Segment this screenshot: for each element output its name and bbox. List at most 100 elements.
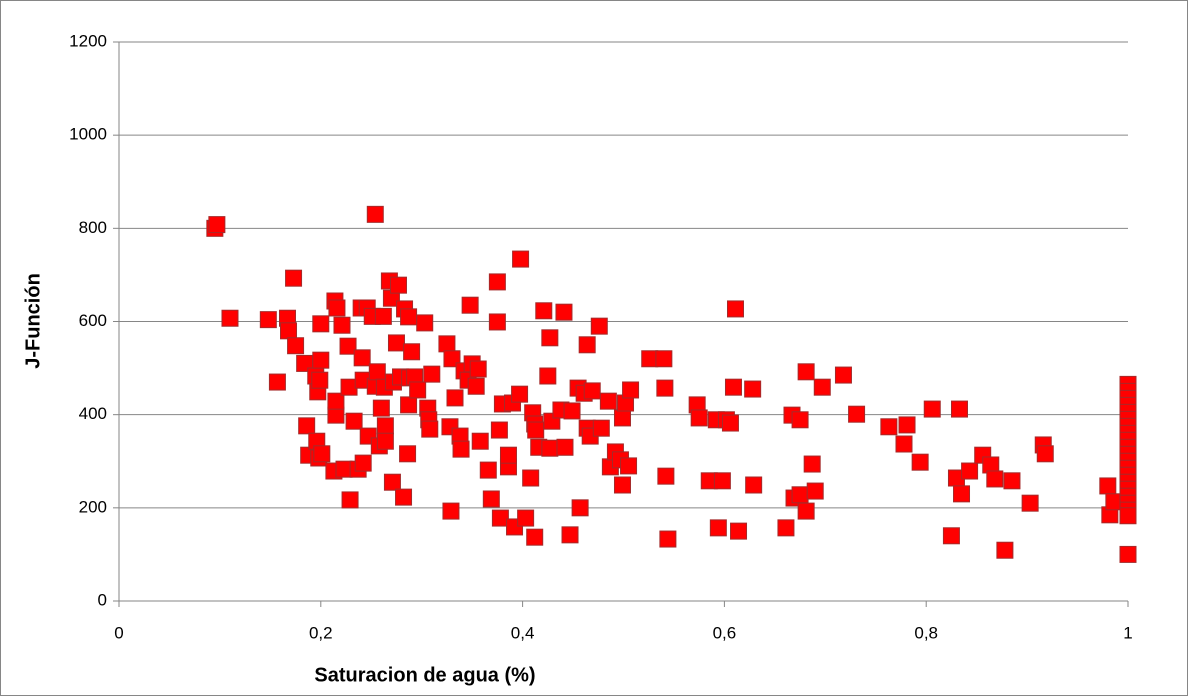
point [726, 300, 744, 318]
point [345, 412, 363, 430]
point [724, 378, 742, 396]
point [366, 205, 384, 223]
x-tick-label: 0 [114, 623, 123, 642]
point [311, 371, 329, 389]
point [834, 366, 852, 384]
point [563, 402, 581, 420]
point [613, 409, 631, 427]
point [389, 276, 407, 294]
point [1105, 493, 1123, 511]
point [1021, 494, 1039, 512]
point [353, 349, 371, 367]
point [512, 250, 530, 268]
point [656, 379, 674, 397]
point [622, 381, 640, 399]
point [387, 334, 405, 352]
point [1119, 545, 1137, 563]
point [583, 382, 601, 400]
point [592, 419, 610, 437]
point [395, 488, 413, 506]
point [221, 309, 239, 327]
marks [206, 205, 1137, 563]
point [488, 313, 506, 331]
point [556, 438, 574, 456]
point [446, 389, 464, 407]
point [655, 350, 673, 368]
point [777, 519, 795, 537]
point [312, 351, 330, 369]
point [730, 522, 748, 540]
point [511, 385, 529, 403]
y-tick-label: 1200 [69, 31, 107, 50]
point [613, 476, 631, 494]
point [409, 381, 427, 399]
point [813, 378, 831, 396]
point [848, 405, 866, 423]
y-tick-label: 0 [98, 590, 107, 609]
point [491, 509, 509, 527]
x-tick-label: 0,2 [309, 623, 333, 642]
point [461, 296, 479, 314]
point [578, 336, 596, 354]
point [880, 418, 898, 436]
point [328, 299, 346, 317]
point [641, 350, 659, 368]
y-axis-title: J-Función [22, 273, 44, 369]
point [399, 445, 417, 463]
point [986, 470, 1004, 488]
point [1099, 477, 1117, 495]
point [942, 527, 960, 545]
point [374, 307, 392, 325]
point [469, 360, 487, 378]
point [442, 502, 460, 520]
point [713, 472, 731, 490]
point [368, 363, 386, 381]
point [341, 491, 359, 509]
point [806, 482, 824, 500]
point [709, 519, 727, 537]
point [490, 421, 508, 439]
point [372, 399, 390, 417]
point [791, 411, 809, 429]
point [376, 417, 394, 435]
point [620, 457, 638, 475]
point [539, 367, 557, 385]
point [599, 392, 617, 410]
point [911, 453, 929, 471]
point [1003, 472, 1021, 490]
point [517, 509, 535, 527]
point [590, 317, 608, 335]
point [791, 486, 809, 504]
x-axis-title: Saturacion de agua (%) [314, 664, 535, 686]
point [996, 541, 1014, 559]
point [499, 446, 517, 464]
point [535, 302, 553, 320]
point [1119, 507, 1137, 525]
point [471, 432, 489, 450]
point [961, 462, 979, 480]
x-tick-label: 0,4 [511, 623, 535, 642]
point [1036, 445, 1054, 463]
point [403, 343, 421, 361]
point [527, 421, 545, 439]
y-tick-label: 600 [79, 311, 107, 330]
point [376, 432, 394, 450]
point [208, 216, 226, 234]
y-tick-label: 400 [79, 404, 107, 423]
point [268, 373, 286, 391]
point [416, 314, 434, 332]
point [541, 439, 559, 457]
point [467, 377, 485, 395]
point [895, 435, 913, 453]
point [571, 499, 589, 517]
point [488, 273, 506, 291]
point [298, 417, 316, 435]
point [923, 400, 941, 418]
point [797, 363, 815, 381]
point [438, 335, 456, 353]
point [421, 420, 439, 438]
y-tick-label: 800 [79, 218, 107, 237]
point [327, 392, 345, 410]
point [803, 455, 821, 473]
